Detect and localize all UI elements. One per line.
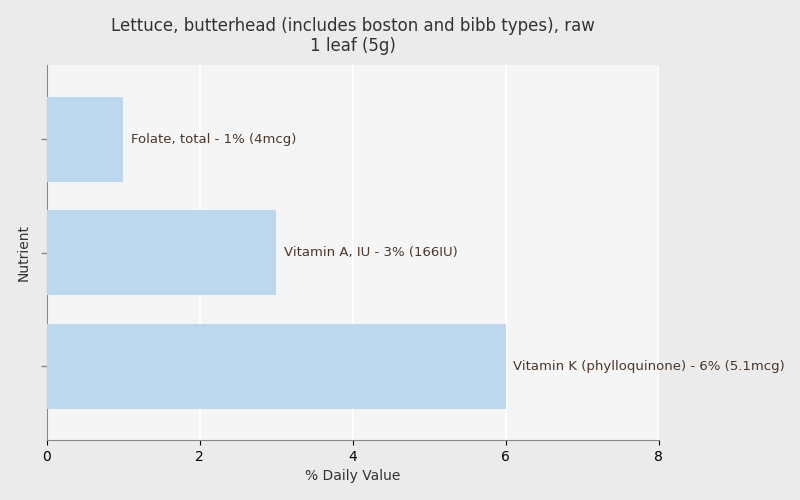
X-axis label: % Daily Value: % Daily Value — [305, 470, 401, 484]
Bar — [46, 324, 506, 409]
Text: Folate, total - 1% (4mcg): Folate, total - 1% (4mcg) — [131, 132, 296, 145]
Text: Vitamin A, IU - 3% (166IU): Vitamin A, IU - 3% (166IU) — [284, 246, 458, 259]
Title: Lettuce, butterhead (includes boston and bibb types), raw
1 leaf (5g): Lettuce, butterhead (includes boston and… — [110, 16, 594, 56]
Bar — [46, 210, 276, 296]
Bar — [46, 96, 123, 182]
Text: Vitamin K (phylloquinone) - 6% (5.1mcg): Vitamin K (phylloquinone) - 6% (5.1mcg) — [514, 360, 785, 373]
Y-axis label: Nutrient: Nutrient — [17, 224, 30, 281]
